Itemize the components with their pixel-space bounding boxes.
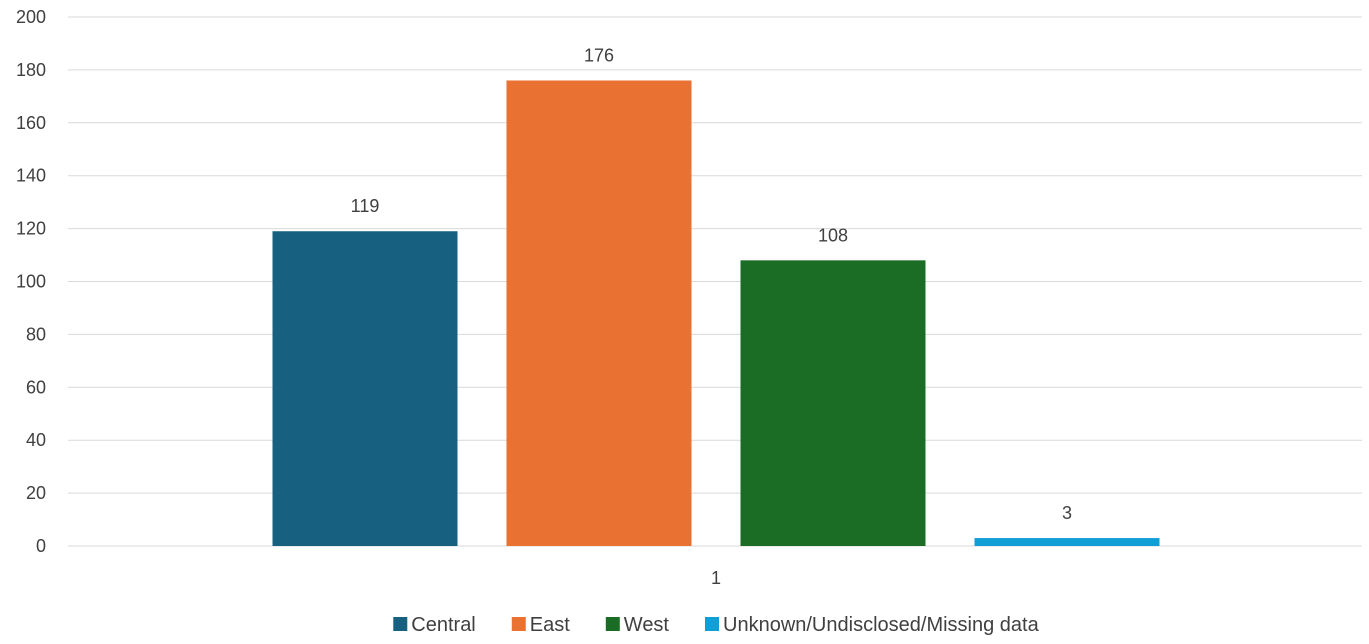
legend-swatch <box>393 617 408 631</box>
data-label: 119 <box>351 196 380 216</box>
data-label: 3 <box>1062 503 1072 523</box>
gridlines <box>68 16 1362 547</box>
legend-swatch <box>511 617 526 631</box>
bars <box>272 80 1160 546</box>
y-tick-label: 40 <box>26 430 46 450</box>
y-tick-label: 60 <box>26 377 46 397</box>
y-tick-label: 160 <box>16 113 46 133</box>
y-tick-label: 140 <box>16 166 46 186</box>
x-tick-label: 1 <box>711 568 721 588</box>
legend: Central East West Unknown/Undisclosed/Missi… <box>393 614 1040 636</box>
legend-item: Unknown/Undisclosed/Missing data <box>705 614 1040 636</box>
legend-swatch <box>605 617 620 631</box>
data-label: 108 <box>818 225 848 245</box>
x-axis-ticks: 1 <box>711 568 721 588</box>
bar-unknown <box>974 538 1160 546</box>
legend-item: East <box>511 614 570 636</box>
legend-item: Central <box>393 614 476 636</box>
y-tick-label: 0 <box>36 536 46 556</box>
bar-east <box>506 80 692 546</box>
data-label: 176 <box>584 45 614 65</box>
y-tick-label: 20 <box>26 483 46 503</box>
y-axis-ticks: 0 20 40 60 80 100 120 140 160 180 200 <box>16 7 46 556</box>
legend-item: West <box>605 614 670 636</box>
legend-label: Central <box>411 614 475 636</box>
data-labels: 119 176 108 3 <box>351 45 1072 523</box>
legend-swatch <box>705 617 719 631</box>
legend-label: Unknown/Undisclosed/Missing data <box>723 614 1040 636</box>
y-tick-label: 120 <box>16 219 46 239</box>
legend-label: West <box>624 614 670 636</box>
y-tick-label: 180 <box>16 60 46 80</box>
y-tick-label: 80 <box>26 324 46 344</box>
bar-west <box>740 260 926 546</box>
y-tick-label: 200 <box>16 7 46 27</box>
y-tick-label: 100 <box>16 272 46 292</box>
legend-label: East <box>530 614 570 636</box>
bar-central <box>272 231 458 546</box>
